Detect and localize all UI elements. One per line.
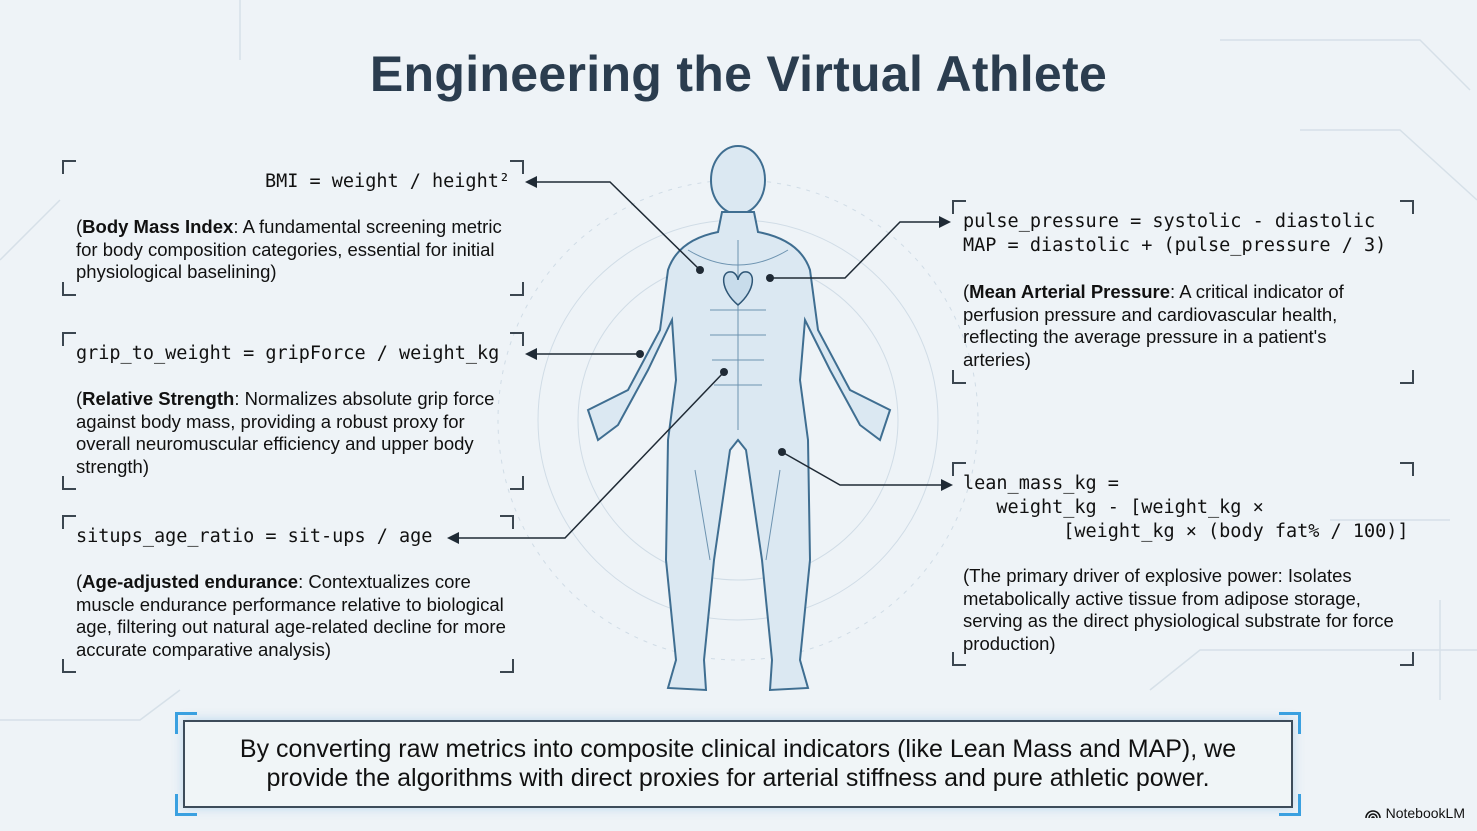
lean-mass-formula: lean_mass_kg = weight_kg - [weight_kg × …	[963, 473, 1409, 542]
situps-description: (Age-adjusted endurance: Contextualizes …	[76, 571, 506, 660]
metric-bmi: BMI = weight / height² (Body Mass Index:…	[62, 160, 524, 296]
notebooklm-logo-icon	[1364, 810, 1381, 819]
brand-name: NotebookLM	[1385, 805, 1465, 821]
summary-text: By converting raw metrics into composite…	[239, 735, 1237, 792]
grip-description: (Relative Strength: Normalizes absolute …	[76, 388, 495, 477]
human-anatomy-figure	[586, 145, 892, 692]
bmi-formula: BMI = weight / height²	[264, 171, 510, 192]
metric-grip-to-weight: grip_to_weight = gripForce / weight_kg (…	[62, 332, 524, 490]
map-formula: pulse_pressure = systolic - diastolic MA…	[963, 211, 1387, 256]
lean-mass-description: (The primary driver of explosive power: …	[963, 565, 1394, 654]
map-description: (Mean Arterial Pressure: A critical indi…	[963, 281, 1344, 370]
heart-icon	[723, 271, 753, 306]
situps-formula: situps_age_ratio = sit-ups / age	[76, 526, 433, 547]
page-title: Engineering the Virtual Athlete	[369, 46, 1108, 102]
metric-lean-mass: lean_mass_kg = weight_kg - [weight_kg × …	[952, 462, 1414, 666]
summary-box: By converting raw metrics into composite…	[175, 712, 1301, 816]
brand-logo: NotebookLM	[1364, 805, 1465, 821]
torso	[586, 211, 892, 692]
bmi-description: (Body Mass Index: A fundamental screenin…	[76, 216, 502, 282]
grip-formula: grip_to_weight = gripForce / weight_kg	[76, 343, 500, 364]
metric-map: pulse_pressure = systolic - diastolic MA…	[952, 200, 1414, 384]
metric-situps-age-ratio: situps_age_ratio = sit-ups / age (Age-ad…	[62, 515, 514, 673]
